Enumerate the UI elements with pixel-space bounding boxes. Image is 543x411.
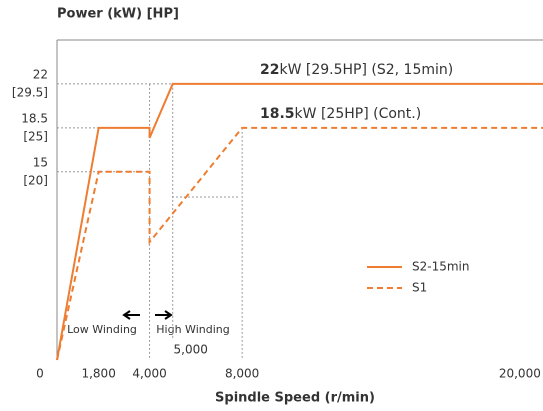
arrow-left (122, 310, 140, 320)
arrow-right (155, 310, 173, 320)
x-tick-label: 20,000 (499, 367, 541, 381)
annotation-bold: 22 (260, 62, 279, 78)
x-tick-label: 8,000 (225, 367, 259, 381)
chart-title: Power (kW) [HP] (57, 7, 179, 22)
y-tick-label: 15 (33, 155, 48, 169)
annotation-text: kW [29.5HP] (S2, 15min) (279, 62, 453, 78)
series-line (56, 82, 543, 361)
legend-label: S1 (412, 281, 427, 295)
x-tick-label: 4,000 (132, 367, 166, 381)
winding-label: High Winding (156, 323, 229, 336)
y-tick-label: 22 (33, 67, 48, 81)
y-tick-hp-label: [29.5] (12, 85, 48, 99)
annotation: 22kW [29.5HP] (S2, 15min) (260, 62, 453, 78)
y-tick-label: 18.5 (21, 111, 48, 125)
y-tick-hp-label: [25] (23, 129, 48, 143)
x-axis-label: Spindle Speed (r/min) (215, 391, 375, 406)
winding-label: Low Winding (67, 323, 137, 336)
y-tick-hp-label: [20] (23, 173, 48, 187)
annotation-text: kW [25HP] (Cont.) (295, 106, 422, 122)
x-tick-label: 0 (36, 367, 44, 381)
series-line (56, 126, 543, 361)
marker-label: 5,000 (174, 343, 208, 357)
legend-label: S2-15min (412, 260, 469, 274)
annotation: 18.5kW [25HP] (Cont.) (260, 106, 421, 122)
annotation-bold: 18.5 (260, 106, 295, 122)
x-tick-label: 1,800 (81, 367, 115, 381)
